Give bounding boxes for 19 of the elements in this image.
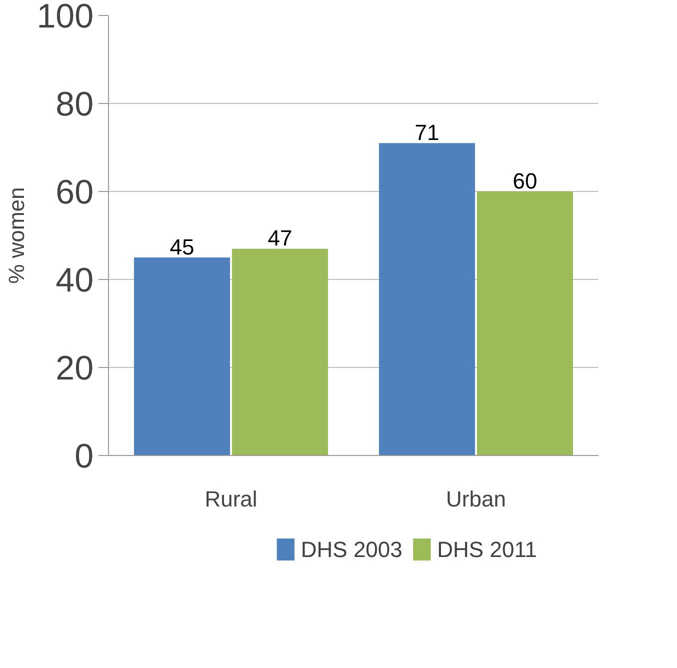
data-label: 60	[512, 168, 538, 194]
legend-label: DHS 2011	[437, 537, 538, 562]
x-tick-label: Urban	[446, 486, 506, 512]
data-label: 47	[268, 226, 292, 251]
y-tick-label: 80	[56, 86, 94, 124]
bar	[378, 143, 476, 456]
data-label: 45	[170, 234, 194, 260]
x-tick-label: Rural	[204, 486, 258, 512]
y-tick-label: 40	[56, 262, 94, 300]
y-tick-label: 20	[56, 350, 94, 388]
bar	[134, 258, 230, 456]
y-axis-title: % women	[4, 187, 29, 284]
y-tick-label: 100	[36, 0, 94, 36]
bar	[476, 192, 574, 456]
bar	[232, 248, 328, 456]
y-tick-label: 0	[74, 438, 94, 476]
legend-label: DHS 2003	[300, 537, 402, 562]
data-label: 71	[414, 120, 440, 146]
y-tick-label: 60	[56, 174, 94, 212]
